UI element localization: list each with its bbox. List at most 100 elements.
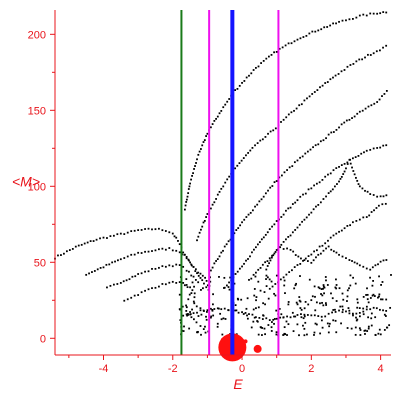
data-point — [293, 287, 296, 290]
data-point — [305, 216, 308, 219]
data-point — [322, 285, 325, 288]
data-point — [327, 173, 329, 176]
data-point — [144, 250, 146, 253]
data-point — [365, 308, 368, 311]
data-point — [171, 232, 174, 235]
data-point — [154, 286, 157, 289]
data-point — [306, 260, 309, 262]
data-point — [331, 188, 334, 191]
data-point — [88, 272, 90, 275]
data-point — [268, 257, 271, 260]
data-point — [358, 311, 361, 314]
data-point — [286, 315, 288, 318]
data-point — [300, 313, 302, 316]
data-point — [377, 263, 379, 266]
data-point — [262, 59, 265, 62]
data-point — [91, 271, 93, 273]
data-point — [298, 299, 301, 302]
data-point — [307, 188, 310, 191]
data-point — [224, 103, 227, 106]
data-point — [358, 307, 361, 310]
data-point — [179, 319, 182, 321]
data-point — [161, 229, 164, 232]
data-point — [252, 69, 255, 71]
data-point — [286, 247, 288, 250]
data-point — [304, 321, 307, 324]
data-point — [187, 313, 189, 315]
data-point — [294, 284, 297, 287]
data-point — [196, 158, 198, 161]
data-point — [318, 181, 321, 184]
data-point — [168, 264, 171, 267]
data-point — [335, 22, 337, 25]
data-point — [322, 304, 325, 307]
data-point — [137, 273, 140, 275]
data-point — [285, 209, 287, 212]
data-point — [253, 294, 256, 297]
data-point — [292, 250, 295, 253]
red-cluster-marker — [221, 337, 225, 342]
data-point — [119, 258, 122, 261]
data-point — [164, 265, 167, 268]
data-point — [263, 327, 266, 330]
data-point — [317, 143, 320, 146]
data-point — [197, 281, 200, 284]
data-point — [185, 310, 188, 312]
data-point — [295, 282, 298, 285]
data-point — [375, 50, 378, 53]
data-point — [323, 292, 325, 295]
data-point — [171, 249, 174, 252]
data-point — [151, 250, 153, 252]
data-point — [259, 267, 262, 269]
data-point — [297, 255, 300, 258]
data-point — [271, 285, 274, 288]
data-point — [343, 162, 346, 165]
data-point — [303, 327, 306, 330]
data-point — [222, 317, 225, 320]
data-point — [183, 325, 185, 328]
data-point — [246, 297, 249, 300]
data-point — [151, 267, 153, 270]
data-point — [245, 259, 247, 262]
data-point — [329, 24, 332, 27]
data-point — [252, 320, 255, 323]
data-point — [326, 81, 329, 83]
data-point — [185, 278, 188, 281]
data-point — [353, 115, 356, 118]
data-point — [197, 274, 200, 277]
data-point — [253, 288, 256, 290]
data-point — [158, 285, 160, 288]
data-point — [108, 263, 111, 266]
data-point — [272, 129, 275, 132]
data-point — [191, 308, 193, 311]
data-point — [95, 238, 98, 241]
data-point — [262, 195, 265, 198]
data-point — [353, 261, 356, 264]
data-point — [372, 194, 375, 196]
data-point — [215, 198, 217, 200]
data-point — [287, 235, 290, 238]
data-point — [77, 244, 80, 247]
data-point — [385, 298, 388, 301]
data-point — [376, 195, 379, 198]
data-point — [158, 227, 160, 230]
data-point — [353, 173, 356, 176]
data-point — [293, 161, 296, 164]
data-point — [268, 319, 271, 321]
data-point — [287, 42, 290, 45]
data-point — [264, 192, 267, 195]
data-point — [346, 289, 349, 292]
data-point — [212, 303, 214, 306]
data-point — [369, 297, 372, 299]
data-point — [374, 333, 377, 336]
data-point — [245, 307, 248, 310]
data-point — [266, 276, 269, 279]
data-point — [310, 253, 313, 256]
data-point — [349, 284, 352, 287]
data-point — [282, 213, 285, 216]
data-point — [133, 294, 136, 297]
data-point — [275, 180, 278, 182]
data-point — [189, 261, 191, 264]
data-point — [385, 194, 388, 197]
points-layer — [54, 11, 392, 337]
